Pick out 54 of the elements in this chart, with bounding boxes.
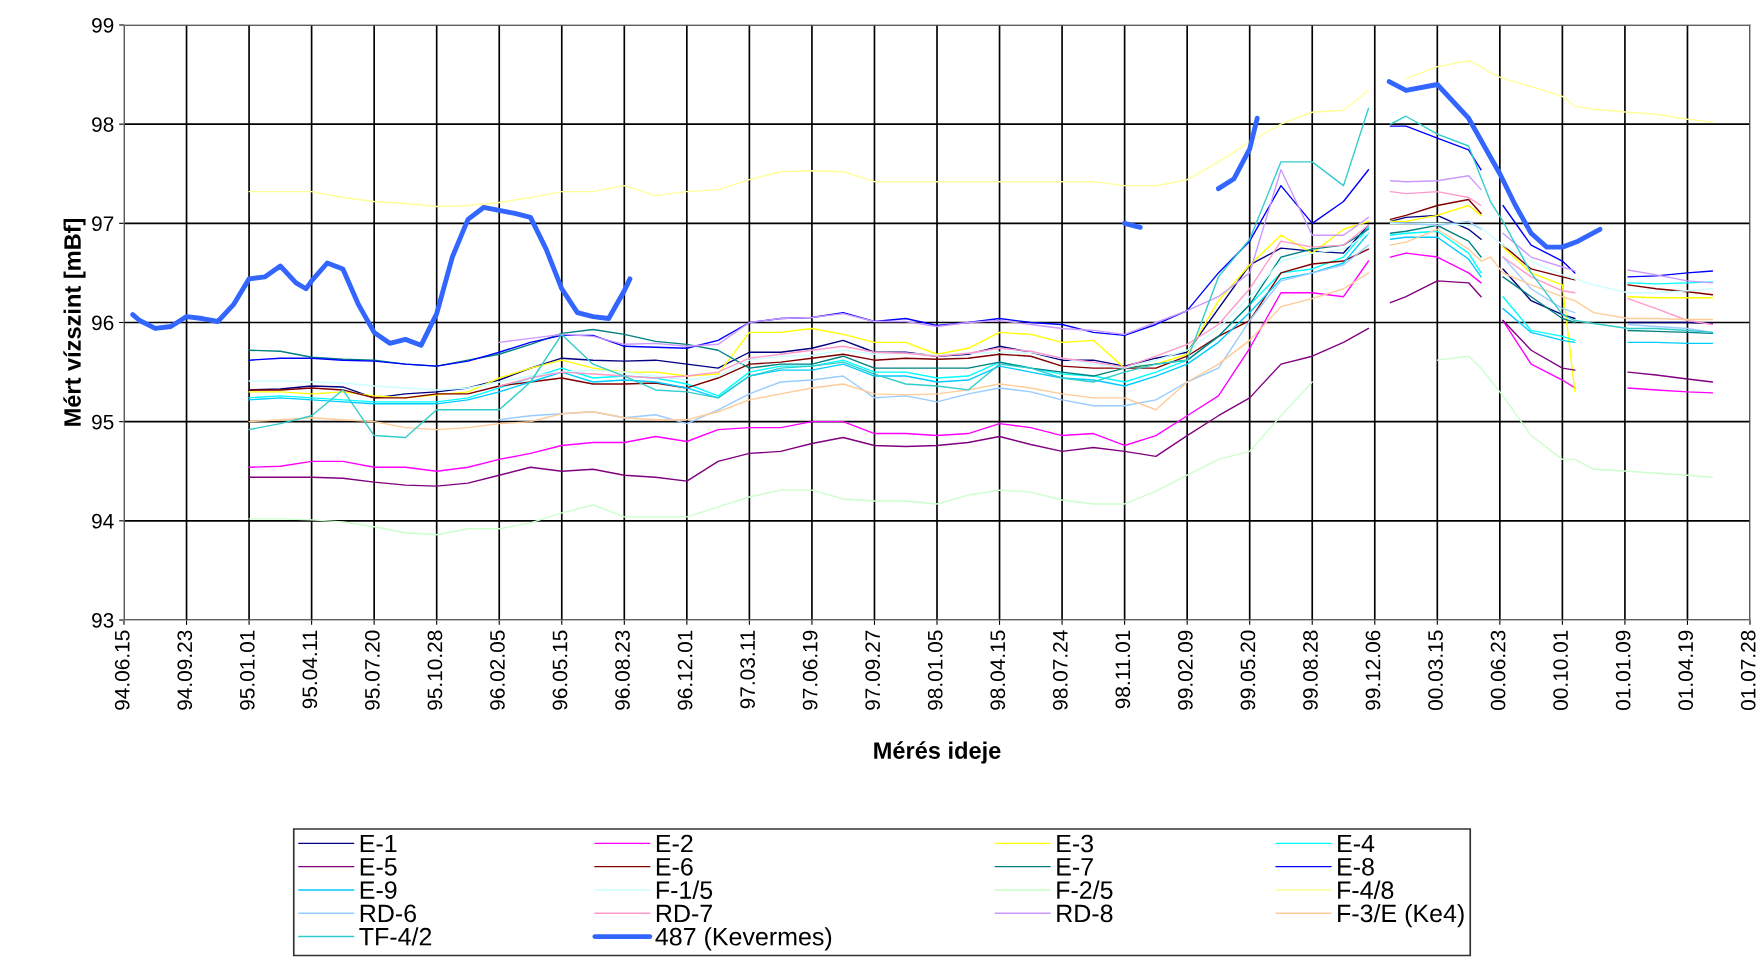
legend-label: E-7	[1057, 858, 1093, 876]
x-tick-label: 95.04.11	[302, 630, 318, 709]
legend-label: E-1	[360, 834, 397, 853]
legend-label: RD-6	[360, 904, 416, 923]
x-tick-label: 96.02.05	[490, 630, 505, 710]
legend-label: RD-7	[656, 904, 712, 923]
x-tick-label: 01.04.19	[1678, 630, 1694, 710]
x-tick-label: 98.01.05	[927, 630, 943, 710]
y-tick-label: 95	[92, 414, 114, 430]
x-tick-label: 97.06.19	[802, 630, 818, 710]
legend-label: E-4	[1338, 834, 1375, 853]
x-tick-label: 95.10.28	[427, 630, 443, 710]
legend-label: F-1/5	[656, 880, 713, 899]
x-tick-label: 98.07.24	[1052, 630, 1068, 710]
x-tick-label: 94.06.15	[114, 630, 130, 710]
y-tick-label: 94	[92, 513, 114, 529]
legend-label: F-4/8	[1338, 880, 1394, 899]
y-axis-title: Mért vízszint [mBf]	[63, 218, 86, 426]
legend-label: 487 (Kevermes)	[655, 927, 832, 951]
x-tick-label: 94.09.23	[177, 630, 193, 710]
x-tick-label: 01.07.28	[1740, 630, 1756, 710]
x-tick-label: 99.02.09	[1177, 630, 1193, 710]
x-tick-label: 96.05.15	[552, 630, 568, 710]
legend-label: TF-4/2	[359, 927, 432, 946]
x-tick-label: 99.08.28	[1303, 630, 1318, 710]
x-tick-label: 01.01.09	[1615, 630, 1631, 710]
x-tick-label: 99.05.20	[1240, 630, 1256, 710]
legend-label: E-5	[360, 858, 397, 876]
x-tick-label: 97.09.27	[865, 630, 881, 710]
legend-label: E-8	[1338, 857, 1374, 876]
x-tick-label: 97.03.11	[740, 630, 755, 709]
legend-label: E-3	[1057, 834, 1094, 853]
y-tick-label: 97	[92, 216, 114, 232]
y-tick-label: 99	[92, 18, 114, 33]
legend-label: E-6	[656, 857, 693, 876]
legend-label: RD-8	[1057, 904, 1113, 923]
legend-label: E-2	[656, 834, 693, 853]
x-tick-label: 95.01.01	[239, 630, 255, 710]
x-axis-title: Mérés ideje	[874, 741, 1001, 764]
legend-label: E-9	[360, 881, 397, 899]
legend-label: F-2/5	[1057, 880, 1113, 899]
x-tick-label: 00.03.15	[1428, 630, 1443, 710]
x-tick-label: 95.07.20	[364, 630, 380, 710]
x-tick-label: 99.12.06	[1365, 630, 1381, 710]
x-tick-label: 00.10.01	[1553, 630, 1568, 710]
x-tick-label: 00.06.23	[1490, 630, 1506, 710]
x-tick-label: 96.08.23	[615, 630, 630, 710]
x-tick-label: 96.12.01	[677, 630, 693, 710]
x-tick-label: 98.11.01	[1115, 630, 1131, 709]
y-tick-label: 98	[92, 117, 114, 132]
legend-label: F-3/E (Ke4)	[1338, 903, 1464, 928]
y-tick-label: 96	[92, 315, 114, 331]
y-tick-label: 93	[92, 613, 114, 628]
x-tick-label: 98.04.15	[990, 630, 1006, 710]
